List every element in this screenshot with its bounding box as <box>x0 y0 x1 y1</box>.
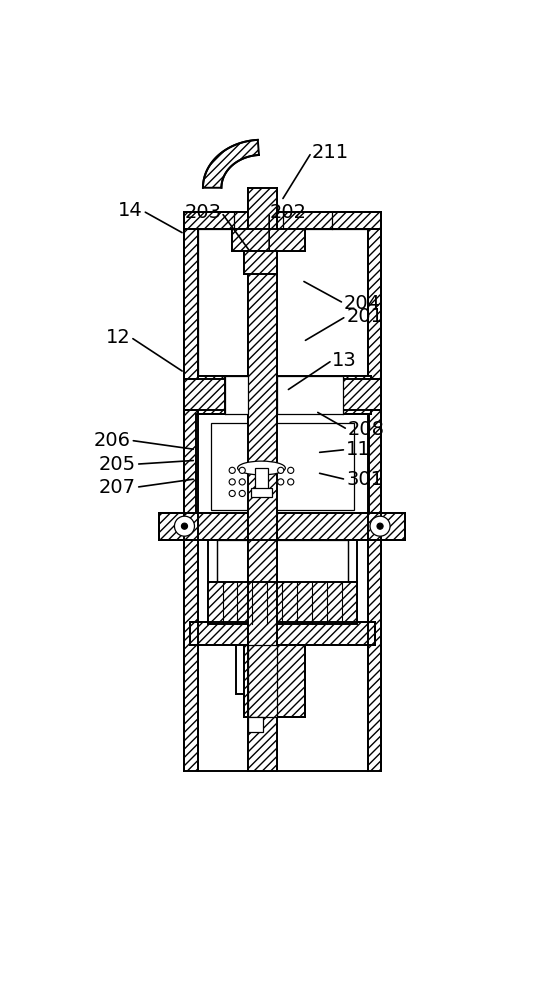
Text: 203: 203 <box>185 203 221 222</box>
Text: 207: 207 <box>99 478 136 497</box>
Circle shape <box>239 490 246 497</box>
Circle shape <box>288 479 294 485</box>
Bar <box>255 468 268 490</box>
Text: 13: 13 <box>332 351 357 370</box>
Polygon shape <box>253 717 273 755</box>
Circle shape <box>174 516 195 536</box>
Circle shape <box>278 479 284 485</box>
Text: 204: 204 <box>344 294 381 313</box>
Text: 208: 208 <box>348 420 385 439</box>
Text: 206: 206 <box>93 431 131 450</box>
Polygon shape <box>368 229 381 771</box>
Bar <box>196 414 369 519</box>
Text: 11: 11 <box>346 440 371 459</box>
Bar <box>225 376 248 414</box>
Circle shape <box>278 467 284 473</box>
Text: 202: 202 <box>269 203 306 222</box>
Ellipse shape <box>238 461 285 475</box>
Polygon shape <box>343 376 371 414</box>
Bar <box>248 645 277 717</box>
Bar <box>236 645 258 694</box>
Polygon shape <box>244 251 277 274</box>
Text: 12: 12 <box>106 328 131 347</box>
Bar <box>211 423 354 510</box>
Circle shape <box>239 479 246 485</box>
Circle shape <box>229 467 235 473</box>
Polygon shape <box>185 229 197 771</box>
Polygon shape <box>248 188 277 771</box>
Polygon shape <box>185 379 225 410</box>
Circle shape <box>377 523 383 529</box>
Bar <box>217 540 348 582</box>
Text: 205: 205 <box>99 455 136 474</box>
Polygon shape <box>232 229 305 251</box>
Polygon shape <box>343 379 381 410</box>
Bar <box>207 582 357 624</box>
Circle shape <box>370 516 390 536</box>
Polygon shape <box>203 140 259 188</box>
Polygon shape <box>248 540 277 582</box>
Circle shape <box>229 490 235 497</box>
Circle shape <box>288 467 294 473</box>
Polygon shape <box>159 513 405 540</box>
Polygon shape <box>185 212 381 229</box>
Bar <box>197 229 368 414</box>
Text: 211: 211 <box>311 143 348 162</box>
Bar <box>251 488 272 497</box>
Text: 201: 201 <box>346 307 383 326</box>
Circle shape <box>229 479 235 485</box>
Text: 14: 14 <box>118 201 143 220</box>
Polygon shape <box>207 582 357 624</box>
Polygon shape <box>197 376 225 414</box>
Bar <box>248 717 263 732</box>
Bar <box>207 540 357 582</box>
Polygon shape <box>190 622 375 645</box>
Circle shape <box>181 523 187 529</box>
Polygon shape <box>244 645 305 717</box>
Circle shape <box>239 467 246 473</box>
Bar <box>277 376 343 414</box>
Text: 301: 301 <box>346 470 383 489</box>
